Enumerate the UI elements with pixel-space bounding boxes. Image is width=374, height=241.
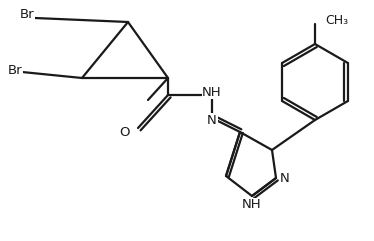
Text: Br: Br xyxy=(20,8,35,21)
Text: NH: NH xyxy=(202,86,222,99)
Text: Br: Br xyxy=(8,63,22,76)
Text: N: N xyxy=(207,114,217,127)
Text: N: N xyxy=(280,172,290,185)
Text: CH₃: CH₃ xyxy=(325,13,348,27)
Text: NH: NH xyxy=(242,199,262,212)
Text: O: O xyxy=(120,126,130,139)
